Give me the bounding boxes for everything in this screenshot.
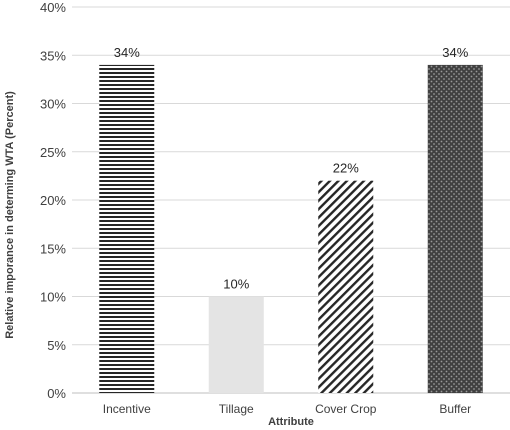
y-tick-label: 35% <box>40 48 66 63</box>
y-axis-ticks: 0% 5% 10% 15% 20% 25% 30% 35% 40% <box>40 0 66 401</box>
y-tick-label: 30% <box>40 97 66 112</box>
y-tick-label: 25% <box>40 145 66 160</box>
y-tick-label: 20% <box>40 193 66 208</box>
x-axis-categories: Incentive Tillage Cover Crop Buffer <box>103 402 471 416</box>
category-label: Buffer <box>439 402 471 416</box>
bar-incentive <box>99 64 155 394</box>
bars <box>99 64 483 394</box>
y-tick-label: 40% <box>40 0 66 15</box>
category-label: Incentive <box>103 402 151 416</box>
data-label: 22% <box>333 161 359 176</box>
y-tick-label: 15% <box>40 241 66 256</box>
bar-buffer <box>427 64 483 394</box>
data-label: 34% <box>114 45 140 60</box>
y-tick-label: 5% <box>47 338 66 353</box>
category-label: Cover Crop <box>315 402 377 416</box>
y-tick-label: 0% <box>47 386 66 401</box>
data-label: 10% <box>223 277 249 292</box>
bar-tillage <box>208 296 264 393</box>
x-axis-title: Attribute <box>268 416 314 428</box>
data-labels: 34% 10% 22% 34% <box>114 45 469 292</box>
y-axis-title: Relative imporance in determing WTA (Per… <box>4 91 16 339</box>
data-label: 34% <box>442 45 468 60</box>
y-tick-label: 10% <box>40 290 66 305</box>
bar-cover-crop <box>318 180 374 393</box>
category-label: Tillage <box>219 402 254 416</box>
